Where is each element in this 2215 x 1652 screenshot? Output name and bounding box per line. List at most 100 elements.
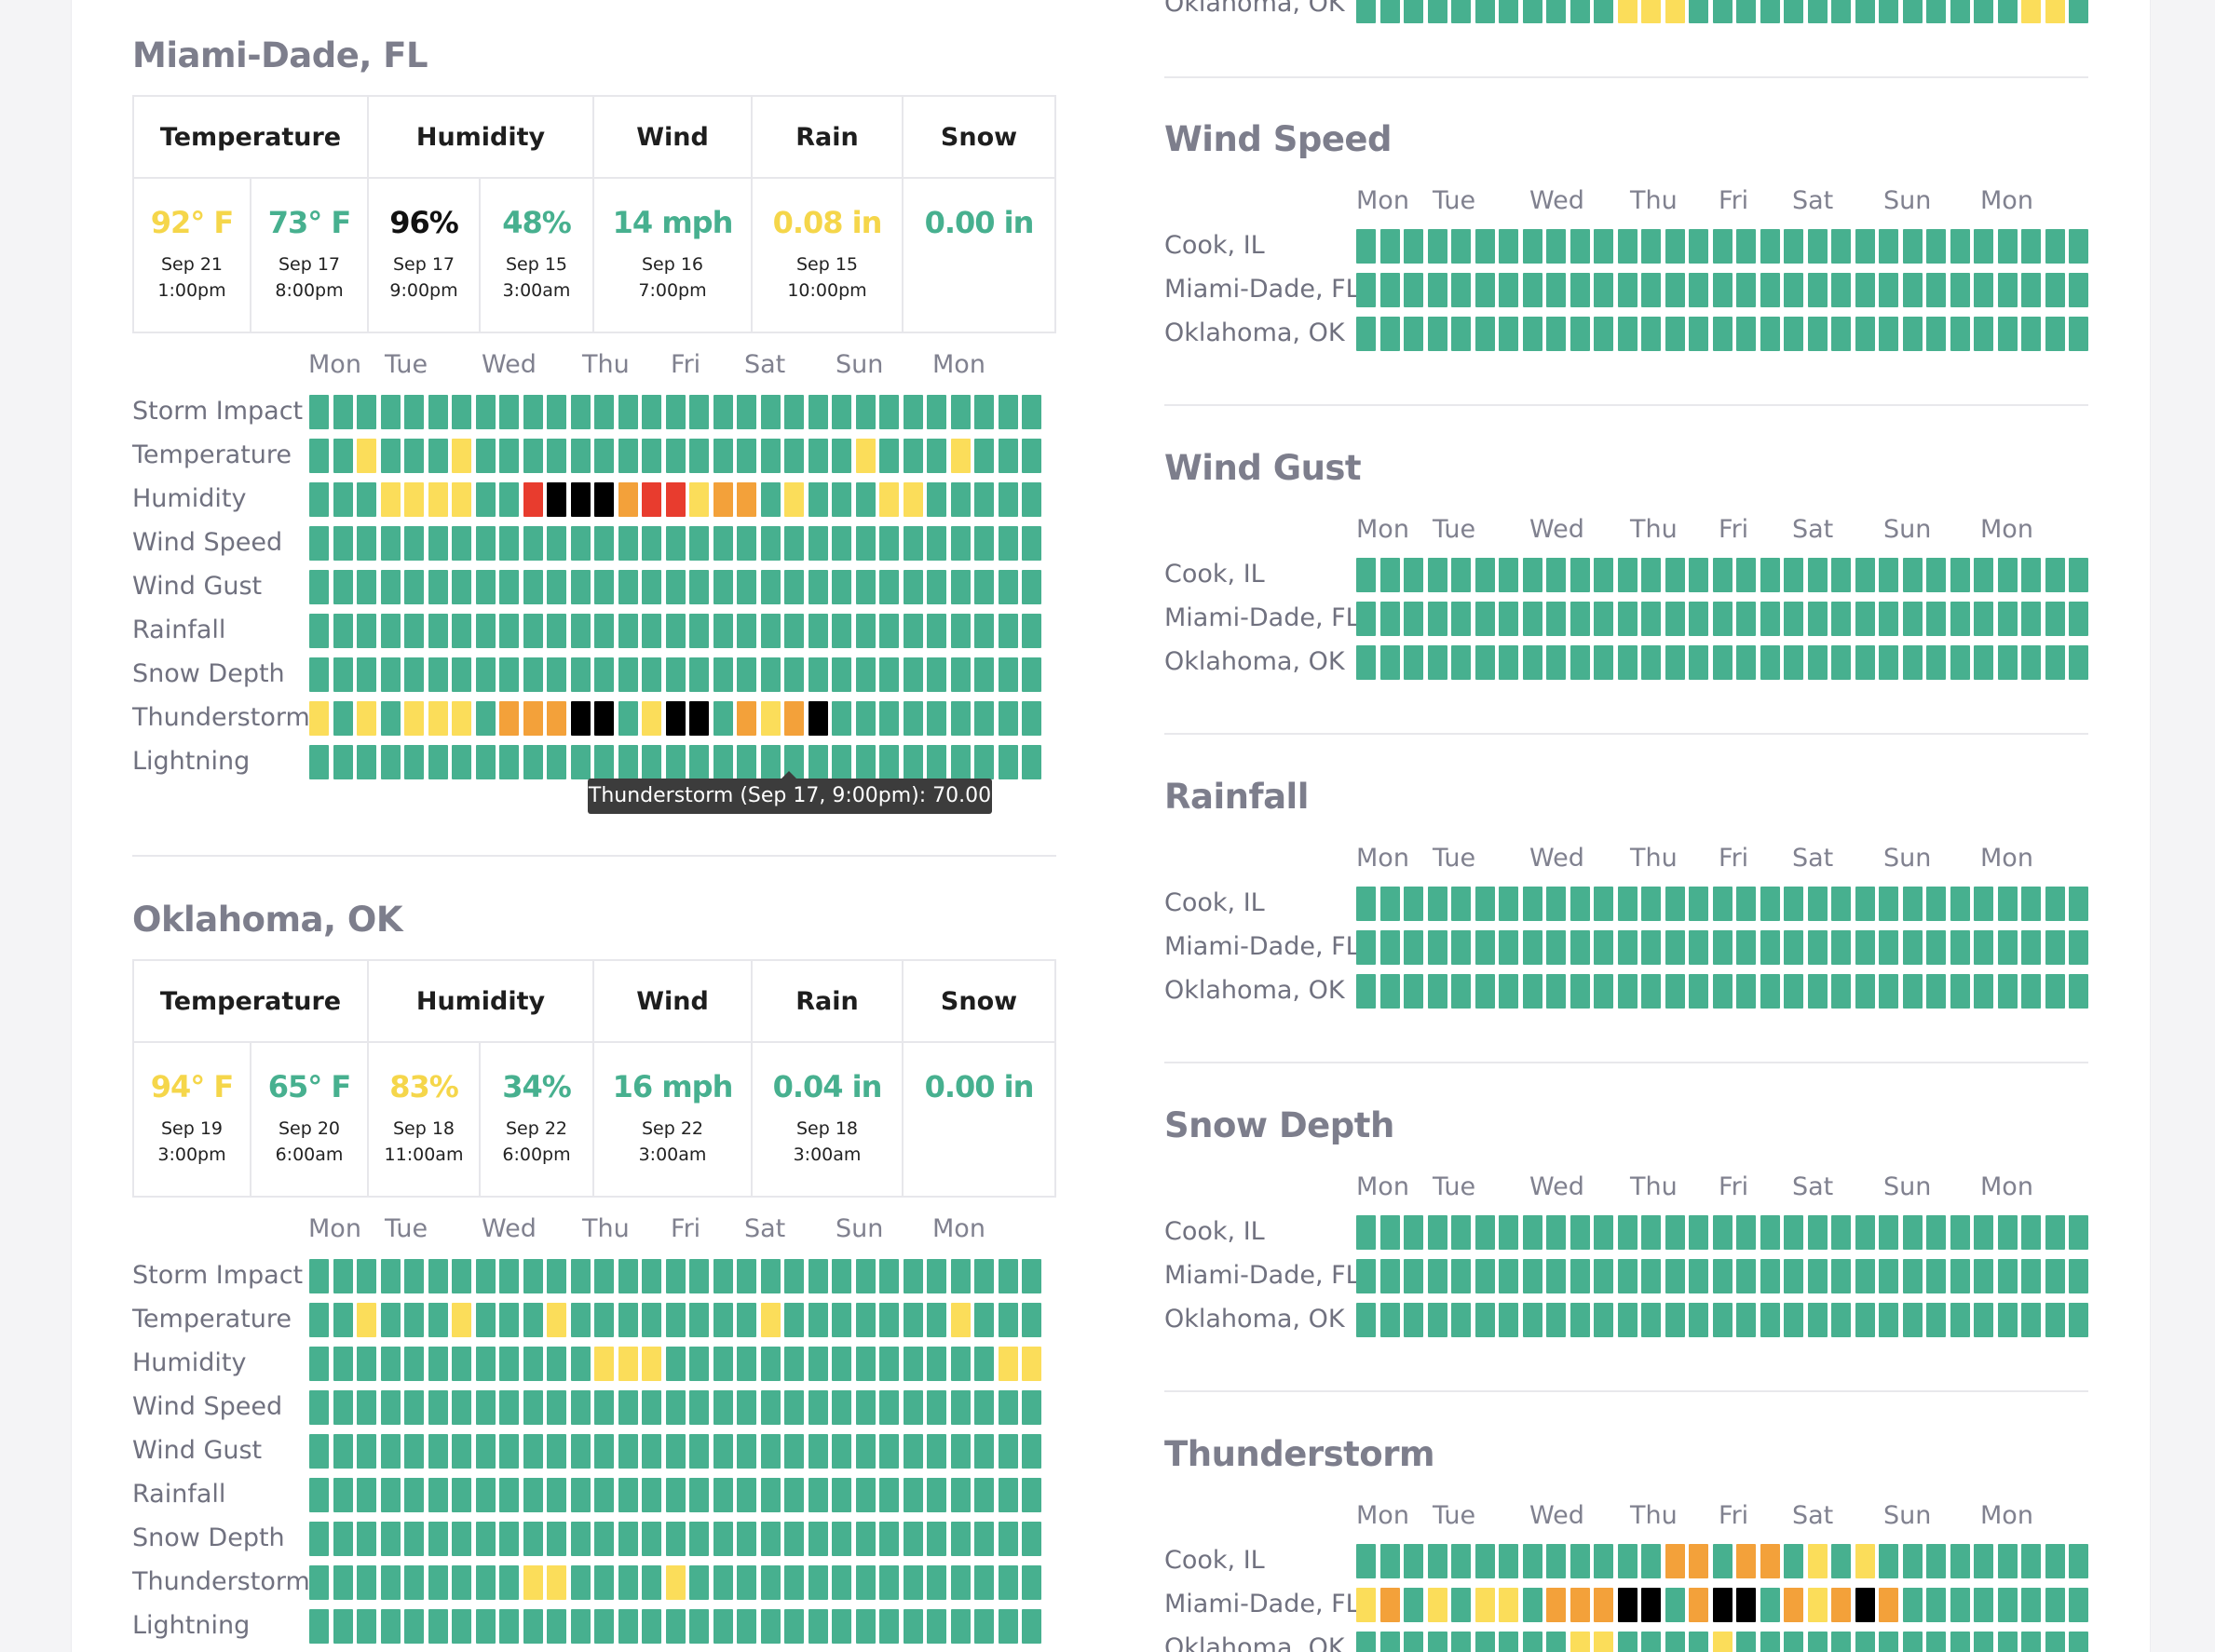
heatmap-cell[interactable] (1974, 887, 1993, 921)
heatmap-cell[interactable] (832, 395, 851, 429)
heatmap-cell[interactable] (1022, 745, 1041, 779)
heatmap-cell[interactable] (309, 1609, 329, 1644)
heatmap-cell[interactable] (1379, 887, 1400, 921)
heatmap-cell[interactable] (1570, 1632, 1590, 1652)
heatmap-cell[interactable] (879, 526, 899, 561)
heatmap-cell[interactable] (1665, 1259, 1685, 1293)
heatmap-cell[interactable] (1617, 0, 1637, 23)
heatmap-cell[interactable] (618, 745, 638, 779)
heatmap-cell[interactable] (974, 1303, 994, 1337)
heatmap-cell[interactable] (808, 395, 828, 429)
heatmap-cell[interactable] (333, 1347, 353, 1381)
heatmap-cell[interactable] (309, 570, 329, 604)
heatmap-cell[interactable] (998, 395, 1018, 429)
heatmap-cell[interactable] (1950, 273, 1970, 307)
heatmap-cell[interactable] (784, 1390, 804, 1425)
heatmap-cell[interactable] (808, 657, 828, 692)
heatmap-cell[interactable] (1760, 645, 1780, 680)
heatmap-cell[interactable] (1427, 1588, 1447, 1622)
heatmap-cell[interactable] (760, 1522, 781, 1556)
heatmap-cell[interactable] (428, 1609, 448, 1644)
heatmap-cell[interactable] (1712, 1215, 1733, 1250)
heatmap-cell[interactable] (784, 657, 804, 692)
heatmap-cell[interactable] (1736, 887, 1756, 921)
heatmap-cell[interactable] (1594, 645, 1613, 680)
heatmap-cell[interactable] (1665, 602, 1685, 636)
heatmap-cell[interactable] (1831, 1632, 1851, 1652)
heatmap-cell[interactable] (1022, 614, 1041, 648)
heatmap-cell[interactable] (452, 745, 471, 779)
heatmap-cell[interactable] (1665, 273, 1685, 307)
heatmap-cell[interactable] (879, 745, 899, 779)
heatmap-cell[interactable] (404, 1609, 424, 1644)
heatmap-cell[interactable] (475, 1609, 496, 1644)
heatmap-cell[interactable] (1641, 317, 1661, 351)
heatmap-cell[interactable] (1570, 930, 1590, 965)
heatmap-cell[interactable] (665, 1390, 686, 1425)
heatmap-cell[interactable] (784, 526, 804, 561)
heatmap-cell[interactable] (1997, 930, 2018, 965)
heatmap-cell[interactable] (523, 657, 543, 692)
heatmap-cell[interactable] (665, 1303, 686, 1337)
heatmap-cell[interactable] (1807, 0, 1828, 23)
heatmap-cell[interactable] (689, 1259, 709, 1293)
heatmap-cell[interactable] (689, 1390, 709, 1425)
heatmap-cell[interactable] (1594, 1544, 1613, 1578)
heatmap-cell[interactable] (404, 1390, 424, 1425)
heatmap-cell[interactable] (1546, 558, 1566, 592)
heatmap-cell[interactable] (689, 1478, 709, 1512)
heatmap-cell[interactable] (1522, 602, 1542, 636)
heatmap-cell[interactable] (1997, 887, 2018, 921)
heatmap-cell[interactable] (832, 1434, 851, 1469)
heatmap-cell[interactable] (570, 570, 591, 604)
heatmap-cell[interactable] (689, 482, 709, 517)
heatmap-cell[interactable] (1997, 1588, 2018, 1622)
heatmap-cell[interactable] (547, 657, 566, 692)
heatmap-cell[interactable] (903, 1478, 923, 1512)
heatmap-cell[interactable] (737, 526, 756, 561)
heatmap-cell[interactable] (309, 701, 329, 736)
heatmap-cell[interactable] (2021, 273, 2041, 307)
heatmap-cell[interactable] (2045, 1632, 2065, 1652)
heatmap-cell[interactable] (1760, 558, 1780, 592)
heatmap-cell[interactable] (737, 1303, 756, 1337)
heatmap-cell[interactable] (1570, 602, 1590, 636)
heatmap-cell[interactable] (594, 1434, 614, 1469)
heatmap-cell[interactable] (1427, 317, 1447, 351)
heatmap-cell[interactable] (357, 745, 376, 779)
heatmap-cell[interactable] (380, 1609, 401, 1644)
heatmap-cell[interactable] (1831, 317, 1851, 351)
heatmap-cell[interactable] (452, 482, 471, 517)
heatmap-cell[interactable] (1760, 974, 1780, 1009)
heatmap-cell[interactable] (1665, 930, 1685, 965)
heatmap-cell[interactable] (2021, 1303, 2041, 1337)
heatmap-cell[interactable] (665, 439, 686, 473)
heatmap-cell[interactable] (499, 395, 519, 429)
heatmap-cell[interactable] (1379, 273, 1400, 307)
heatmap-cell[interactable] (380, 1303, 401, 1337)
heatmap-cell[interactable] (2069, 602, 2088, 636)
heatmap-cell[interactable] (737, 701, 756, 736)
heatmap-cell[interactable] (1451, 1303, 1471, 1337)
heatmap-cell[interactable] (1522, 645, 1542, 680)
heatmap-cell[interactable] (1022, 1434, 1041, 1469)
heatmap-cell[interactable] (2069, 1259, 2088, 1293)
heatmap-cell[interactable] (760, 657, 781, 692)
heatmap-cell[interactable] (1022, 1347, 1041, 1381)
heatmap-cell[interactable] (1902, 1588, 1923, 1622)
heatmap-cell[interactable] (1451, 602, 1471, 636)
heatmap-cell[interactable] (2069, 558, 2088, 592)
heatmap-cell[interactable] (333, 657, 353, 692)
heatmap-cell[interactable] (760, 745, 781, 779)
heatmap-cell[interactable] (998, 1259, 1018, 1293)
heatmap-cell[interactable] (523, 482, 543, 517)
heatmap-cell[interactable] (855, 526, 876, 561)
heatmap-cell[interactable] (903, 1522, 923, 1556)
heatmap-cell[interactable] (1736, 1544, 1756, 1578)
heatmap-cell[interactable] (1451, 229, 1471, 264)
heatmap-cell[interactable] (689, 745, 709, 779)
heatmap-cell[interactable] (642, 1303, 661, 1337)
heatmap-cell[interactable] (832, 570, 851, 604)
heatmap-cell[interactable] (642, 482, 661, 517)
heatmap-cell[interactable] (1522, 0, 1542, 23)
